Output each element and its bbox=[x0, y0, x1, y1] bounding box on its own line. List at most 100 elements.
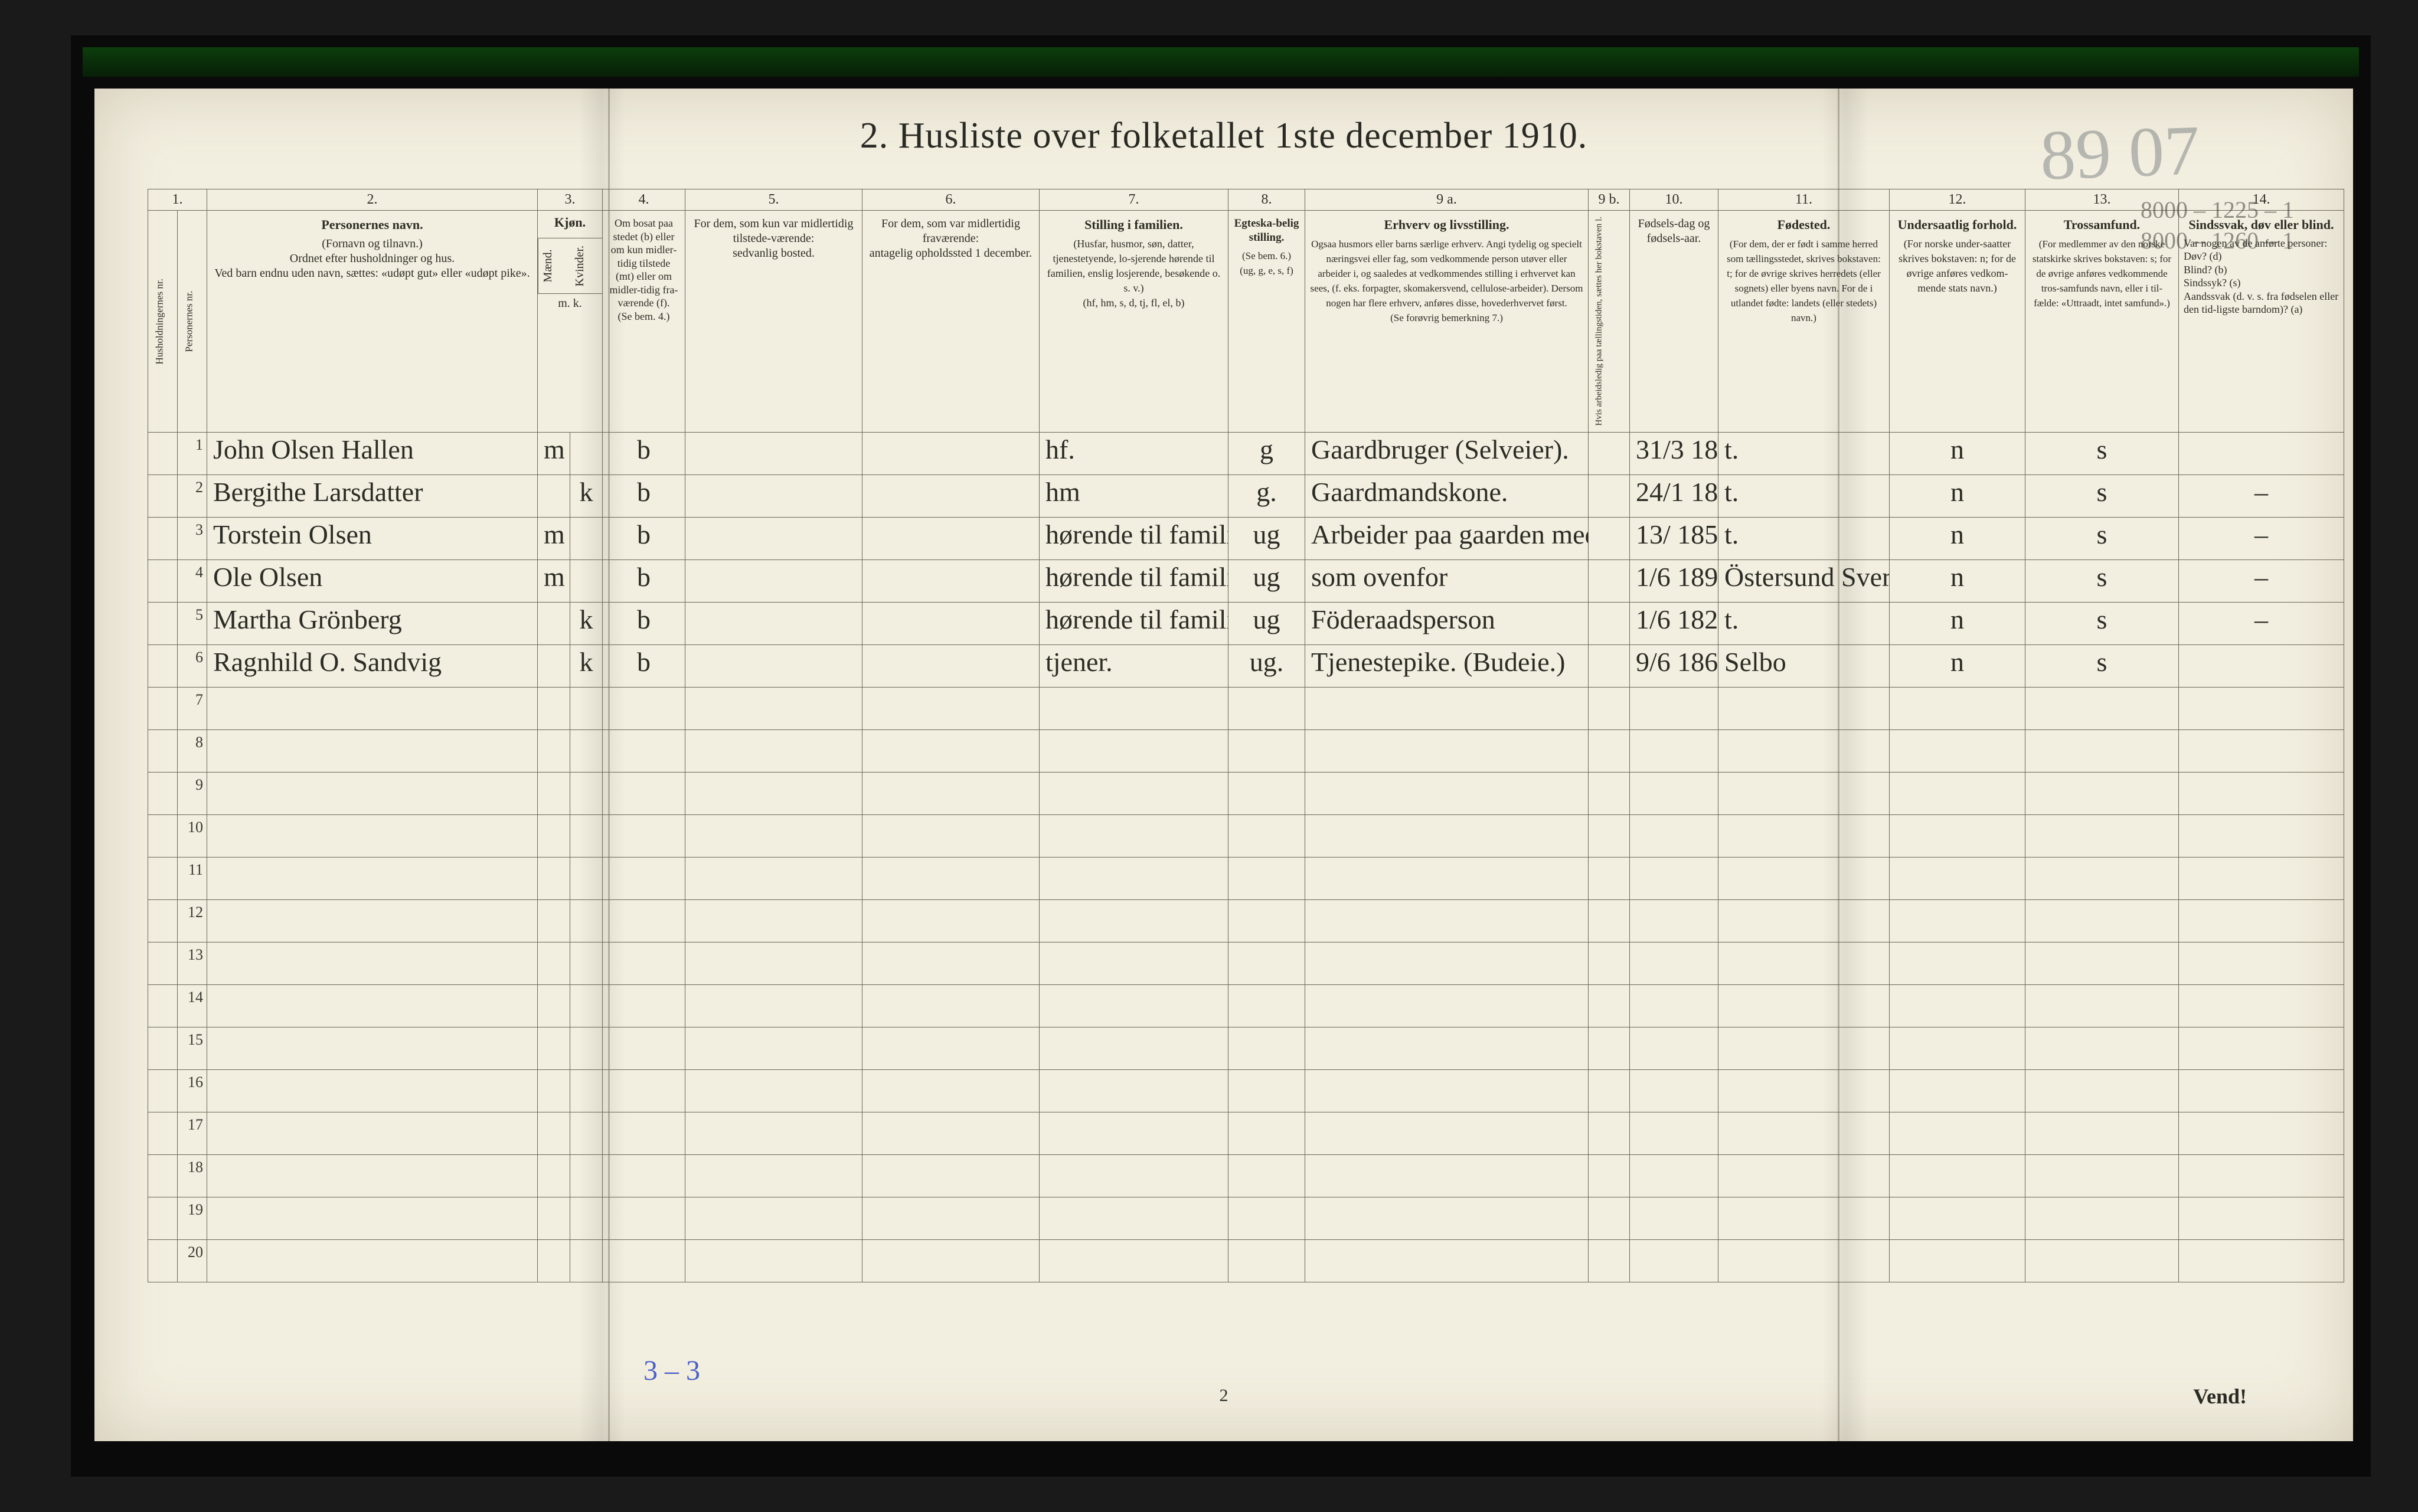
hdr-sex: Kjøn. Mænd. Kvinder. m. k. bbox=[538, 211, 603, 433]
cell-tilstede bbox=[685, 899, 862, 942]
cell-arbeidsledig bbox=[1589, 474, 1630, 517]
cell-sex-k bbox=[570, 517, 603, 559]
cell-famstilling bbox=[1040, 1197, 1228, 1239]
cell-trossamfund bbox=[2025, 899, 2179, 942]
cell-fravaerende bbox=[862, 559, 1040, 602]
census-table: 1. 2. 3. 4. 5. 6. 7. 8. 9 a. 9 b. 10. 11… bbox=[148, 189, 2344, 1282]
hdr-fodested: Fødested. (For dem, der er født i samme … bbox=[1718, 211, 1890, 433]
table-row: 19 bbox=[148, 1197, 2344, 1239]
cell-egteskab bbox=[1228, 687, 1305, 729]
cell-undersaat bbox=[1890, 1112, 2025, 1154]
cell-sex-m: m bbox=[538, 517, 570, 559]
cell-fodested bbox=[1718, 1154, 1890, 1197]
cell-fodselsdato bbox=[1630, 857, 1718, 899]
cell-tilstede bbox=[685, 1027, 862, 1069]
cell-household-nr bbox=[148, 857, 178, 899]
cell-undersaat bbox=[1890, 687, 2025, 729]
hdr-fodselsdato: Fødsels-dag og fødsels-aar. bbox=[1630, 211, 1718, 433]
table-row: 1John Olsen Hallenmbhf.gGaardbruger (Sel… bbox=[148, 432, 2344, 474]
cell-sindssvak bbox=[2179, 1154, 2344, 1197]
cell-sindssvak bbox=[2179, 1027, 2344, 1069]
colnum-6: 6. bbox=[862, 189, 1040, 211]
cell-sex-m bbox=[538, 1154, 570, 1197]
colnum-5: 5. bbox=[685, 189, 862, 211]
colnum-10: 10. bbox=[1630, 189, 1718, 211]
cell-tilstede bbox=[685, 1197, 862, 1239]
cell-bosat: b bbox=[603, 644, 685, 687]
cell-erhverv bbox=[1305, 1069, 1589, 1112]
cell-fodested: t. bbox=[1718, 474, 1890, 517]
cell-sex-k bbox=[570, 559, 603, 602]
cell-name bbox=[207, 1027, 538, 1069]
cell-person-nr: 19 bbox=[178, 1197, 207, 1239]
cell-name bbox=[207, 772, 538, 814]
cell-fodested bbox=[1718, 899, 1890, 942]
cell-fodested bbox=[1718, 942, 1890, 984]
table-row: 20 bbox=[148, 1239, 2344, 1282]
cell-fravaerende bbox=[862, 1069, 1040, 1112]
cell-sex-k bbox=[570, 1027, 603, 1069]
cell-arbeidsledig bbox=[1589, 1027, 1630, 1069]
cell-sex-k bbox=[570, 432, 603, 474]
cell-famstilling bbox=[1040, 899, 1228, 942]
cell-sindssvak bbox=[2179, 644, 2344, 687]
cell-fodselsdato bbox=[1630, 1197, 1718, 1239]
cell-person-nr: 10 bbox=[178, 814, 207, 857]
cell-person-nr: 3 bbox=[178, 517, 207, 559]
cell-name bbox=[207, 1069, 538, 1112]
cell-fodested bbox=[1718, 1069, 1890, 1112]
cell-trossamfund: s bbox=[2025, 559, 2179, 602]
cell-sex-m bbox=[538, 687, 570, 729]
cell-person-nr: 15 bbox=[178, 1027, 207, 1069]
cell-name: Bergithe Larsdatter bbox=[207, 474, 538, 517]
cell-sex-k bbox=[570, 942, 603, 984]
cell-household-nr bbox=[148, 814, 178, 857]
cell-arbeidsledig bbox=[1589, 942, 1630, 984]
cell-fravaerende bbox=[862, 1239, 1040, 1282]
cell-arbeidsledig bbox=[1589, 432, 1630, 474]
table-row: 14 bbox=[148, 984, 2344, 1027]
cell-name: Torstein Olsen bbox=[207, 517, 538, 559]
cell-undersaat bbox=[1890, 814, 2025, 857]
cell-name bbox=[207, 814, 538, 857]
cell-erhverv: Arbeider paa gaarden med almindeligt gaa… bbox=[1305, 517, 1589, 559]
cell-sindssvak bbox=[2179, 432, 2344, 474]
table-row: 15 bbox=[148, 1027, 2344, 1069]
cell-fravaerende bbox=[862, 984, 1040, 1027]
cell-trossamfund bbox=[2025, 687, 2179, 729]
cell-erhverv: Gaardmandskone. bbox=[1305, 474, 1589, 517]
cell-sex-k: k bbox=[570, 644, 603, 687]
cell-trossamfund bbox=[2025, 772, 2179, 814]
cell-trossamfund bbox=[2025, 814, 2179, 857]
cell-fodselsdato bbox=[1630, 1069, 1718, 1112]
cell-arbeidsledig bbox=[1589, 772, 1630, 814]
cell-household-nr bbox=[148, 1069, 178, 1112]
cell-trossamfund bbox=[2025, 1027, 2179, 1069]
cell-trossamfund: s bbox=[2025, 517, 2179, 559]
cell-fodselsdato bbox=[1630, 984, 1718, 1027]
cell-famstilling bbox=[1040, 1154, 1228, 1197]
cell-sex-m bbox=[538, 984, 570, 1027]
cell-sindssvak bbox=[2179, 984, 2344, 1027]
cell-arbeidsledig bbox=[1589, 1069, 1630, 1112]
cell-person-nr: 13 bbox=[178, 942, 207, 984]
cell-erhverv: som ovenfor bbox=[1305, 559, 1589, 602]
cell-name bbox=[207, 687, 538, 729]
cell-sex-m bbox=[538, 857, 570, 899]
cell-tilstede bbox=[685, 1154, 862, 1197]
cell-trossamfund bbox=[2025, 1069, 2179, 1112]
cell-trossamfund: s bbox=[2025, 602, 2179, 644]
cell-sex-m bbox=[538, 942, 570, 984]
cell-sex-k bbox=[570, 1239, 603, 1282]
cell-name bbox=[207, 729, 538, 772]
cell-sex-m bbox=[538, 602, 570, 644]
cell-person-nr: 8 bbox=[178, 729, 207, 772]
colnum-1: 1. bbox=[148, 189, 207, 211]
hdr-undersaat: Undersaatlig forhold. (For norske under-… bbox=[1890, 211, 2025, 433]
cell-sindssvak bbox=[2179, 1239, 2344, 1282]
cell-household-nr bbox=[148, 1239, 178, 1282]
cell-fravaerende bbox=[862, 899, 1040, 942]
cell-sex-k bbox=[570, 772, 603, 814]
table-row: 16 bbox=[148, 1069, 2344, 1112]
cell-sindssvak: – bbox=[2179, 602, 2344, 644]
